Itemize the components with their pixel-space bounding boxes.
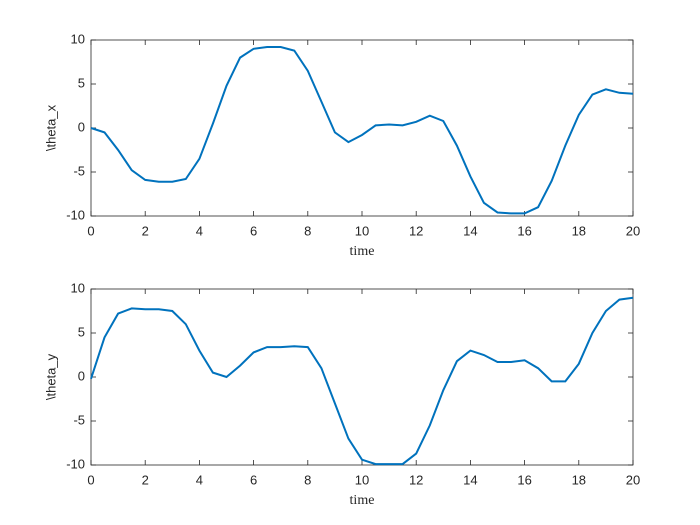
x-tick-label: 12 [409,472,423,487]
axes-box [90,39,634,217]
x-tick-label: 0 [87,472,94,487]
y-axis-label: \theta_x [43,104,58,151]
x-tick-label: 14 [463,223,477,238]
x-tick-label: 2 [142,472,149,487]
y-tick-label: 5 [78,75,85,90]
x-tick-label: 20 [626,223,640,238]
x-tick-label: 14 [463,472,477,487]
x-tick-label: 16 [517,472,531,487]
x-tick-label: 10 [355,223,369,238]
y-tick-label: 5 [78,324,85,339]
data-line [90,46,634,215]
x-tick-label: 16 [517,223,531,238]
x-tick-label: 4 [196,472,203,487]
y-tick-label: 0 [78,119,85,134]
y-axis-label: \theta_y [43,353,58,400]
x-tick-label: 0 [87,223,94,238]
x-tick-label: 12 [409,223,423,238]
x-tick-label: 18 [572,472,586,487]
x-tick-label: 20 [626,472,640,487]
x-axis-label: time [350,244,375,259]
x-axis-label: time [350,493,375,508]
y-tick-label: 0 [78,368,85,383]
x-tick-label: 6 [250,223,257,238]
y-tick-label: -5 [73,163,85,178]
y-tick-label: -10 [66,456,85,471]
x-tick-label: 6 [250,472,257,487]
x-tick-label: 2 [142,223,149,238]
x-tick-label: 10 [355,472,369,487]
x-tick-label: 8 [304,472,311,487]
x-tick-label: 4 [196,223,203,238]
y-tick-label: 10 [71,280,85,295]
x-tick-label: 18 [572,223,586,238]
y-tick-label: 10 [71,31,85,46]
y-tick-label: -10 [66,207,85,222]
axes-box [90,288,634,466]
x-tick-label: 8 [304,223,311,238]
y-tick-label: -5 [73,412,85,427]
data-line [90,296,634,466]
